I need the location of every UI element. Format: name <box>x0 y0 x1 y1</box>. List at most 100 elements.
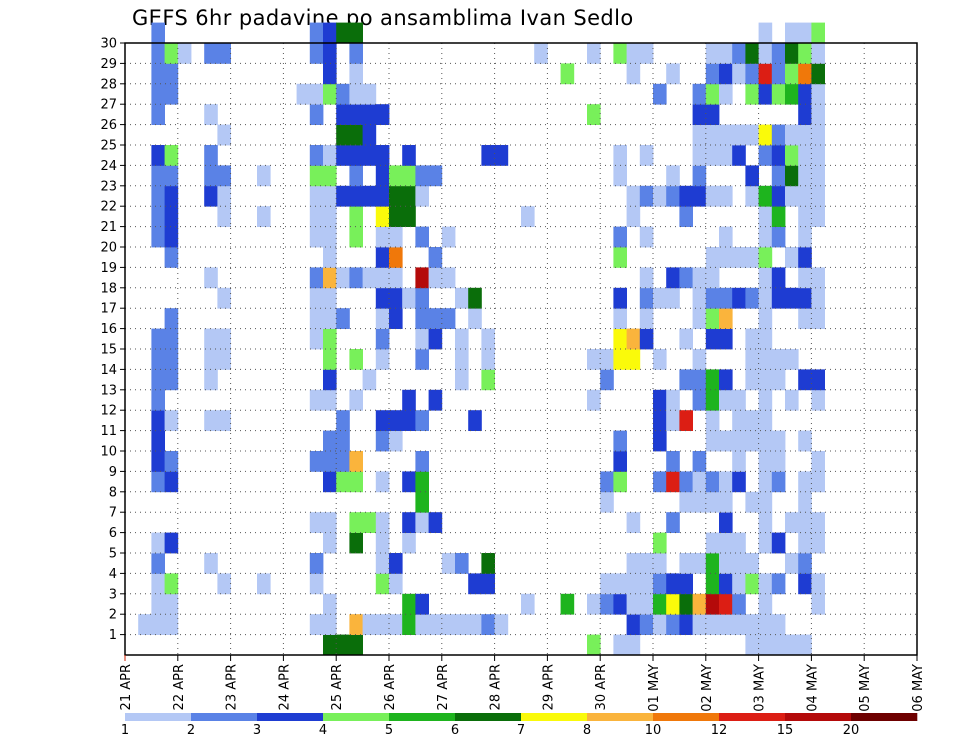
heatmap-cell <box>798 308 812 329</box>
heatmap-cell <box>375 165 390 187</box>
heatmap-cell <box>719 573 733 595</box>
heatmap-cell <box>217 124 231 146</box>
heatmap-cell <box>204 328 218 350</box>
heatmap-cell <box>204 185 218 207</box>
heatmap-cell <box>758 145 773 166</box>
heatmap-cell <box>151 471 165 493</box>
heatmap-cell <box>666 165 680 187</box>
heatmap-cell <box>745 185 759 207</box>
heatmap-cell <box>481 328 495 350</box>
heatmap-cell <box>164 185 179 207</box>
heatmap-cell <box>164 593 179 615</box>
heatmap-cell <box>389 573 403 595</box>
heatmap-cell <box>151 83 165 105</box>
y-tick-label: 23 <box>100 179 117 194</box>
heatmap-cell <box>679 573 693 595</box>
heatmap-cell <box>587 43 601 64</box>
heatmap-cell <box>705 83 720 105</box>
heatmap-cell <box>441 308 456 329</box>
heatmap-cell <box>428 267 443 289</box>
heatmap-cell <box>375 267 390 289</box>
heatmap-cell <box>349 165 363 187</box>
heatmap-cell <box>719 532 733 554</box>
heatmap-cell <box>771 43 786 64</box>
x-tick-label: 02 MAY <box>700 664 715 712</box>
heatmap-cell <box>600 573 614 595</box>
heatmap-cell <box>653 532 667 554</box>
heatmap-cell <box>626 43 641 64</box>
heatmap-cell <box>138 614 152 635</box>
heatmap-cell <box>164 43 179 64</box>
heatmap-cell <box>402 165 416 187</box>
heatmap-cell <box>732 389 746 411</box>
heatmap-cell <box>323 369 337 391</box>
heatmap-cell <box>811 573 825 595</box>
heatmap-cell <box>771 83 786 105</box>
heatmap-cell <box>771 226 786 248</box>
heatmap-cell <box>719 145 733 166</box>
heatmap-cell <box>705 532 720 554</box>
heatmap-cell <box>758 124 773 146</box>
heatmap-cell <box>428 308 443 329</box>
heatmap-cell <box>349 349 363 370</box>
heatmap-cell <box>164 410 179 431</box>
heatmap-cell <box>626 614 641 635</box>
heatmap-cell <box>349 104 363 125</box>
heatmap-cell <box>402 145 416 166</box>
y-tick-label: 21 <box>100 220 117 235</box>
x-tick-label: 05 MAY <box>858 664 873 712</box>
heatmap-cell <box>745 634 759 656</box>
heatmap-cell <box>758 43 773 64</box>
heatmap-cell <box>758 634 773 656</box>
heatmap-cell <box>705 430 720 452</box>
heatmap-cell <box>600 369 614 391</box>
colorbar-label: 6 <box>451 723 459 738</box>
heatmap-cell <box>323 349 337 370</box>
colorbar-swatch <box>389 713 456 721</box>
heatmap-cell <box>653 573 667 595</box>
heatmap-cell <box>666 63 680 85</box>
heatmap-cell <box>309 145 324 166</box>
heatmap-cell <box>626 349 641 370</box>
heatmap-cell <box>798 185 812 207</box>
heatmap-cell <box>798 165 812 187</box>
heatmap-cell <box>375 573 390 595</box>
colorbar-swatch <box>455 713 522 721</box>
heatmap-cell <box>151 349 165 370</box>
heatmap-cell <box>415 308 429 329</box>
heatmap-cell <box>151 145 165 166</box>
colorbar-swatch <box>521 713 588 721</box>
heatmap-cell <box>389 247 403 268</box>
heatmap-cell <box>758 593 773 615</box>
y-tick-label: 6 <box>109 526 117 541</box>
y-tick-label: 5 <box>109 547 117 562</box>
heatmap-cell <box>151 369 165 391</box>
heatmap-cell <box>785 247 799 268</box>
heatmap-cell <box>758 451 773 472</box>
heatmap-cell <box>323 287 337 309</box>
heatmap-cell <box>481 369 495 391</box>
heatmap-cell <box>349 634 363 656</box>
heatmap-cell <box>336 267 350 289</box>
heatmap-cell <box>455 349 469 370</box>
heatmap-cell <box>349 512 363 533</box>
heatmap-cell <box>402 471 416 493</box>
heatmap-cell <box>692 553 707 574</box>
heatmap-cell <box>428 328 443 350</box>
heatmap-cell <box>415 349 429 370</box>
heatmap-cell <box>745 43 759 64</box>
heatmap-cell <box>626 573 641 595</box>
heatmap-cell <box>758 185 773 207</box>
heatmap-cell <box>415 614 429 635</box>
heatmap-cell <box>705 185 720 207</box>
heatmap-cell <box>705 308 720 329</box>
heatmap-cell <box>745 430 759 452</box>
heatmap-cell <box>798 573 812 595</box>
heatmap-cell <box>151 532 165 554</box>
heatmap-cell <box>323 593 337 615</box>
heatmap-cell <box>679 614 693 635</box>
heatmap-cell <box>745 124 759 146</box>
heatmap-cell <box>309 226 324 248</box>
heatmap-cell <box>732 287 746 309</box>
heatmap-cell <box>692 124 707 146</box>
